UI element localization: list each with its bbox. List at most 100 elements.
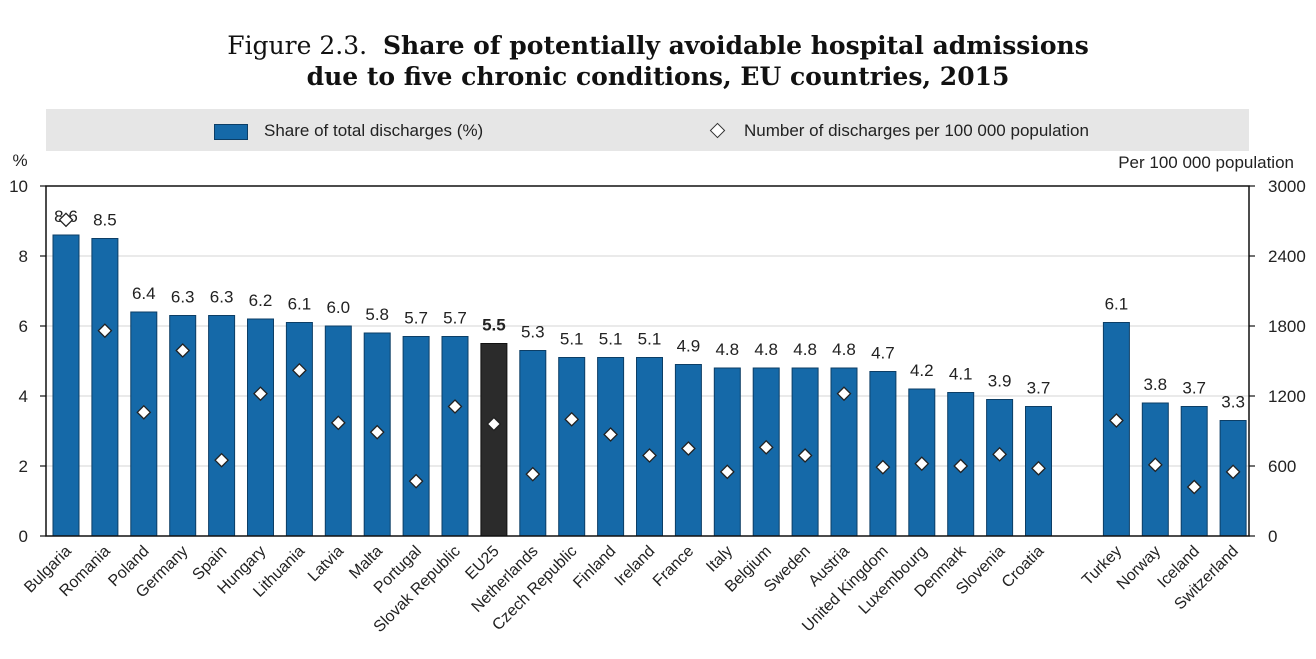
legend-marker-label: Number of discharges per 100 000 populat… xyxy=(744,121,1089,140)
diamond-marker xyxy=(719,464,735,480)
diamond-marker xyxy=(1225,464,1241,480)
data-label: 4.8 xyxy=(715,340,739,359)
diamond-marker xyxy=(797,448,813,463)
x-axis-label: Norway xyxy=(1114,543,1164,593)
bar xyxy=(1180,406,1208,537)
left-axis-unit: % xyxy=(12,151,27,170)
x-axis-label: Latvia xyxy=(305,543,347,585)
bar xyxy=(130,311,158,537)
data-label: 6.4 xyxy=(132,284,156,303)
diamond-marker xyxy=(642,448,657,463)
title-line-2: due to five chronic conditions, EU count… xyxy=(306,62,1010,91)
diamond-marker xyxy=(914,456,930,472)
data-label: 5.1 xyxy=(560,330,584,349)
data-label: 8.5 xyxy=(93,211,117,230)
diamond-marker xyxy=(953,458,969,474)
legend-bar-label: Share of total discharges (%) xyxy=(264,121,484,140)
data-label: 5.7 xyxy=(443,309,467,328)
diamond-marker xyxy=(136,404,152,420)
diamond-marker xyxy=(680,441,696,456)
left-axis-tick-label: 0 xyxy=(19,527,28,546)
bar xyxy=(285,322,313,537)
legend: Share of total discharges (%) Number of … xyxy=(46,109,1249,151)
data-label: 3.9 xyxy=(988,372,1012,391)
data-label: 6.0 xyxy=(326,298,350,317)
diamond-marker xyxy=(603,427,619,442)
bar xyxy=(558,357,586,537)
left-axis-tick-label: 2 xyxy=(19,457,28,476)
diamond-marker xyxy=(525,466,541,482)
diamond-marker xyxy=(369,424,385,440)
right-axis-tick-label: 1200 xyxy=(1268,387,1306,406)
diamond-marker xyxy=(253,386,268,402)
x-axis-label: Ireland xyxy=(612,543,659,590)
diamond-marker xyxy=(214,452,230,468)
data-label: 6.1 xyxy=(1105,295,1129,314)
data-label: 5.1 xyxy=(599,330,623,349)
bar xyxy=(324,325,352,537)
bar xyxy=(713,367,741,537)
diamond-marker xyxy=(1108,413,1124,428)
x-axis-label: Croatia xyxy=(999,543,1048,592)
diamond-marker xyxy=(97,323,113,339)
data-label: 4.2 xyxy=(910,361,934,380)
data-label: 4.8 xyxy=(832,340,856,359)
bar xyxy=(208,315,236,537)
data-label: 6.1 xyxy=(288,295,312,314)
diamond-marker xyxy=(1186,479,1202,495)
left-axis-tick-label: 4 xyxy=(19,387,28,406)
data-label: 4.8 xyxy=(793,340,817,359)
diamond-marker xyxy=(291,362,307,378)
bar xyxy=(52,234,80,537)
bar xyxy=(247,318,274,537)
data-label: 4.9 xyxy=(677,337,701,356)
diamond-marker xyxy=(564,411,580,427)
diamond-marker xyxy=(875,459,891,475)
bar xyxy=(402,336,430,537)
data-label: 5.8 xyxy=(365,305,389,324)
data-label: 5.5 xyxy=(482,316,506,335)
bar xyxy=(597,357,625,537)
data-label: 6.3 xyxy=(210,288,234,307)
x-axis-label: Finland xyxy=(570,543,619,592)
bar xyxy=(869,371,897,537)
title-line-1: Share of potentially avoidable hospital … xyxy=(382,31,1089,60)
x-axis-label: Italy xyxy=(703,543,736,576)
bar xyxy=(519,350,547,537)
bar xyxy=(636,357,663,537)
diamond-marker xyxy=(1031,460,1046,476)
right-axis-tick-label: 1800 xyxy=(1268,317,1306,336)
legend-bar-swatch xyxy=(214,124,248,140)
diamond-marker xyxy=(408,473,424,489)
data-label: 6.2 xyxy=(249,291,273,310)
bar xyxy=(1102,322,1130,537)
data-label: 4.8 xyxy=(754,340,778,359)
data-label: 6.3 xyxy=(171,288,195,307)
right-axis-unit: Per 100 000 population xyxy=(1118,153,1294,172)
x-axis-label: France xyxy=(650,543,697,590)
data-label: 4.7 xyxy=(871,344,895,363)
diamond-marker xyxy=(486,416,502,432)
diamond-marker xyxy=(758,439,774,455)
data-label: 3.3 xyxy=(1221,393,1245,412)
right-axis-tick-label: 0 xyxy=(1268,527,1277,546)
data-label: 5.3 xyxy=(521,323,545,342)
diamond-marker xyxy=(836,386,852,402)
data-label: 5.7 xyxy=(404,309,428,328)
diamond-marker xyxy=(1147,457,1163,473)
bar xyxy=(441,336,469,537)
right-axis-tick-label: 2400 xyxy=(1268,247,1306,266)
data-label: 3.8 xyxy=(1143,375,1167,394)
data-label: 3.7 xyxy=(1027,379,1051,398)
left-axis-tick-label: 6 xyxy=(19,317,28,336)
right-axis-tick-label: 600 xyxy=(1268,457,1296,476)
bar xyxy=(91,238,119,537)
right-axis-tick-label: 3000 xyxy=(1268,177,1306,196)
figure-number: Figure 2.3. xyxy=(227,31,368,60)
left-axis-tick-label: 8 xyxy=(19,247,28,266)
plot-frame xyxy=(45,185,1250,537)
data-label: 5.1 xyxy=(638,330,662,349)
data-label: 3.7 xyxy=(1182,379,1206,398)
bar xyxy=(480,343,508,537)
